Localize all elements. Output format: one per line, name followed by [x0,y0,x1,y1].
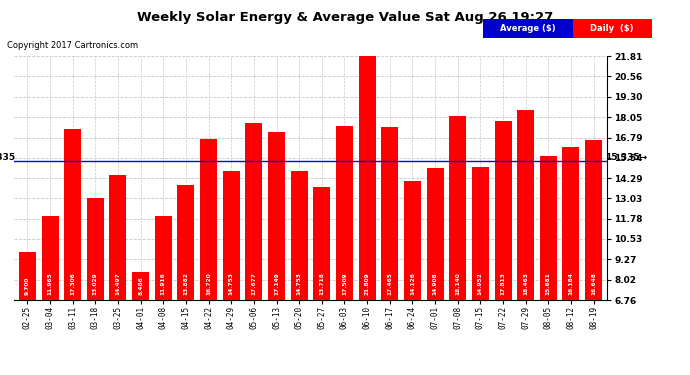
Text: 15.681: 15.681 [546,272,551,295]
Bar [313,187,331,300]
Text: 18.463: 18.463 [523,272,528,295]
Text: 15.335→: 15.335→ [605,153,647,162]
Bar [132,272,149,300]
Text: 11.965: 11.965 [48,272,52,295]
Text: 17.149: 17.149 [274,272,279,295]
Bar [562,147,580,300]
Bar [336,126,353,300]
Bar [426,168,444,300]
Text: 14.753: 14.753 [297,272,302,295]
Bar [382,127,398,300]
Text: 13.882: 13.882 [184,272,188,295]
Bar [585,140,602,300]
Text: 14.497: 14.497 [115,272,121,295]
Bar [19,252,36,300]
Bar [404,181,421,300]
Bar [449,116,466,300]
Bar [64,129,81,300]
Text: 16.720: 16.720 [206,272,211,295]
Text: 14.126: 14.126 [410,272,415,295]
Bar [290,171,308,300]
Text: 17.677: 17.677 [251,272,257,295]
Text: 17.509: 17.509 [342,273,347,295]
Bar [518,111,534,300]
Bar [359,56,375,300]
Bar [177,184,195,300]
Bar [540,156,557,300]
Bar [41,216,59,300]
Bar [246,123,262,300]
Text: Daily  ($): Daily ($) [590,24,634,33]
Text: 16.648: 16.648 [591,272,596,295]
Text: 14.908: 14.908 [433,273,437,295]
Bar [472,167,489,300]
Bar [200,139,217,300]
Text: 17.306: 17.306 [70,272,75,295]
Bar [268,132,285,300]
Text: 9.700: 9.700 [25,277,30,295]
Text: Copyright 2017 Cartronics.com: Copyright 2017 Cartronics.com [7,41,138,50]
Text: 13.029: 13.029 [93,273,98,295]
Bar [223,171,239,300]
Bar [495,121,511,300]
Text: ←15.335: ←15.335 [0,153,16,162]
Text: Average ($): Average ($) [500,24,555,33]
Text: 16.184: 16.184 [569,272,573,295]
Text: Weekly Solar Energy & Average Value Sat Aug 26 19:27: Weekly Solar Energy & Average Value Sat … [137,11,553,24]
Bar [155,216,172,300]
Text: 8.486: 8.486 [138,276,143,295]
Text: 21.809: 21.809 [364,273,370,295]
Text: 17.813: 17.813 [500,272,506,295]
Text: 13.718: 13.718 [319,272,324,295]
Text: 17.465: 17.465 [387,272,393,295]
Bar [87,198,104,300]
Text: 14.952: 14.952 [478,272,483,295]
Text: 11.916: 11.916 [161,272,166,295]
Bar [110,175,126,300]
Text: 18.140: 18.140 [455,272,460,295]
Text: 14.753: 14.753 [228,272,234,295]
